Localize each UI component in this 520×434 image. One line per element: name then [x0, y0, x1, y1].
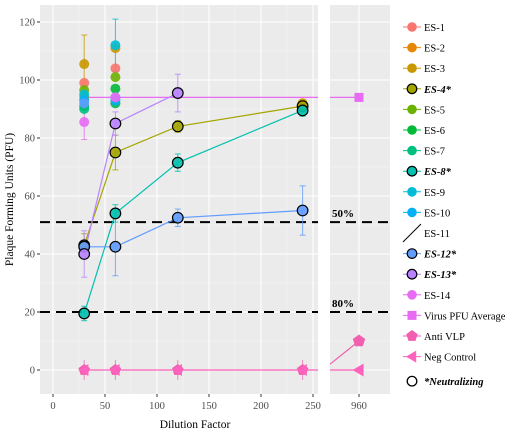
data-point: [109, 240, 122, 253]
legend-key-point: [407, 104, 417, 115]
legend-key-point: [406, 165, 418, 177]
data-point: [171, 120, 184, 133]
side-panel: [330, 5, 390, 394]
y-tick-label: 80: [25, 134, 36, 145]
data-point: [110, 40, 121, 51]
data-point: [109, 117, 122, 130]
x-tick-label: 150: [201, 401, 217, 412]
legend-label: ES-3: [424, 64, 445, 75]
data-point: [171, 87, 184, 99]
anti-vlp-line-side: [329, 340, 360, 365]
legend-key-point: [406, 248, 418, 260]
y-tick-label: 20: [25, 308, 36, 319]
x-tick-label: 50: [100, 401, 111, 412]
legend-key-point: [406, 268, 418, 280]
reference-line-label: 80%: [332, 298, 354, 310]
legend-label: ES-7: [424, 147, 445, 158]
legend-label: ES-14: [424, 291, 451, 302]
y-tick-label: 0: [30, 366, 35, 377]
data-point: [79, 117, 90, 128]
legend-label: ES-5: [424, 105, 445, 116]
legend-label: ES-13*: [423, 270, 457, 281]
x-tick-label-side: 960: [351, 401, 367, 412]
x-tick-label: 100: [149, 401, 165, 412]
legend-label: Anti VLP: [424, 332, 465, 343]
y-tick-label: 60: [25, 192, 36, 203]
neg-control-point: [296, 364, 307, 376]
y-axis-title: Plaque Forming Units (PFU): [4, 133, 16, 266]
virus-pfu-average-square: [354, 92, 364, 102]
legend-key-point: [407, 63, 417, 73]
series-line: [83, 109, 303, 314]
legend-label: ES-9: [424, 188, 445, 199]
legend-label: ES-6: [424, 126, 445, 137]
data-point: [79, 98, 90, 109]
data-point: [78, 307, 91, 320]
main-panel-bg: [40, 5, 318, 394]
series-line: [84, 209, 303, 248]
neg-control-point: [78, 364, 89, 376]
legend-key-point: [407, 22, 417, 32]
legend-key-point: [407, 290, 417, 300]
data-point: [109, 146, 122, 159]
data-point: [110, 83, 121, 94]
legend-key-line: [402, 223, 422, 243]
x-tick-label: 250: [305, 401, 321, 412]
legend-label: ES-12*: [423, 250, 457, 261]
side-panel-bg: [330, 5, 390, 394]
legend-key-neutralizing: [406, 375, 418, 387]
legend-key-point: [406, 83, 418, 95]
reference-line-label: 50%: [332, 208, 354, 220]
main-panel: [40, 5, 318, 394]
legend-label-neutralizing: *Neutralizing: [424, 377, 484, 388]
x-tick-label: 0: [50, 401, 55, 412]
legend-label: Neg Control: [424, 353, 476, 364]
data-point: [79, 77, 90, 88]
anti-vlp-point-side: [352, 334, 366, 347]
data-point: [79, 59, 90, 70]
legend-label: ES-11: [424, 229, 450, 240]
plot-marks: 50% 80%: [40, 18, 390, 380]
series-line: [83, 105, 303, 246]
data-point: [171, 156, 184, 169]
legend: ES-1 ES-2 ES-3 ES-4* ES-5 ES-6 ES-7 ES-8* ES-9 ES…: [402, 22, 506, 388]
data-point: [78, 248, 91, 260]
neg-control-point: [109, 364, 120, 376]
legend-key-point: [407, 145, 417, 156]
neg-control-point: [171, 364, 182, 376]
legend-label: Virus PFU Average: [424, 311, 506, 322]
data-point: [296, 104, 309, 117]
x-tick-label: 200: [253, 401, 269, 412]
legend-label: ES-2: [424, 44, 445, 55]
y-tick-label: 120: [19, 18, 35, 29]
legend-label: ES-4*: [423, 85, 452, 96]
legend-key-square: [407, 310, 417, 320]
legend-key-point: [407, 207, 417, 218]
legend-key-pentagon: [406, 330, 418, 341]
data-point: [109, 207, 122, 220]
legend-key-triangle: [406, 350, 417, 363]
data-point: [296, 204, 309, 217]
y-tick-label: 100: [19, 76, 35, 87]
data-point: [110, 92, 121, 103]
legend-label: ES-1: [424, 23, 445, 34]
legend-label: ES-8*: [423, 167, 452, 178]
legend-key-point: [407, 125, 417, 135]
neg-control-point-side: [352, 363, 364, 377]
x-axis-title: Dilution Factor: [160, 419, 231, 431]
data-point: [110, 72, 121, 83]
legend-key-point: [407, 187, 417, 197]
data-point: [110, 63, 121, 74]
data-point: [171, 211, 184, 224]
legend-label: ES-10: [424, 208, 450, 219]
legend-key-point: [407, 42, 417, 53]
y-tick-label: 40: [25, 250, 36, 261]
axes: 0 20 40 60 80 100 120 0 50 100 150 200 250 960 Dilutio…: [4, 18, 367, 432]
